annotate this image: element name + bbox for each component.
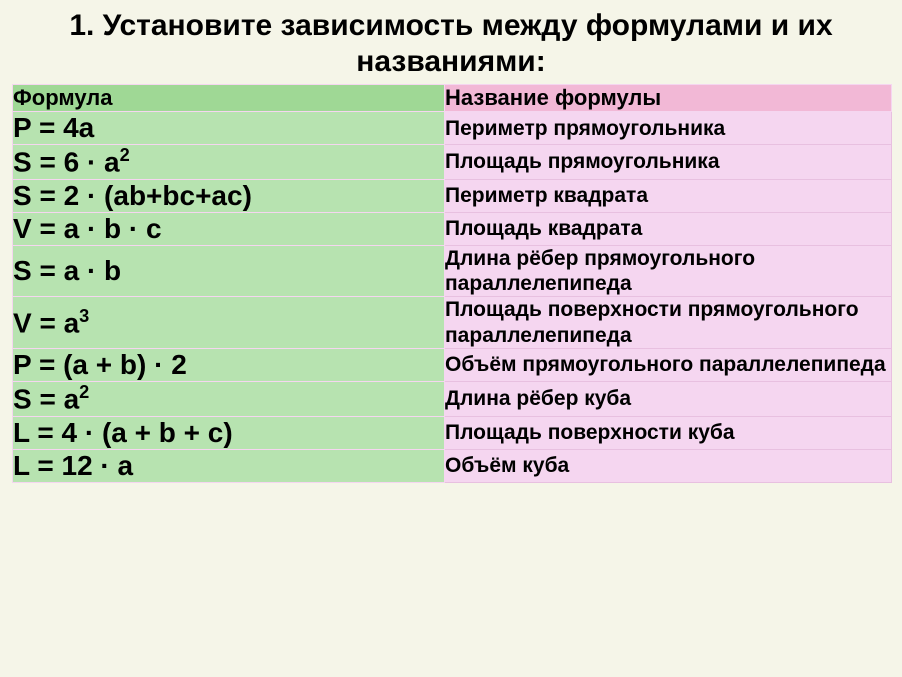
formula-cell: L = 4 · (a + b + c) [13, 416, 445, 449]
name-cell: Периметр квадрата [445, 179, 892, 212]
name-cell: Длина рёбер куба [445, 382, 892, 417]
name-cell: Площадь поверхности прямоугольного парал… [445, 297, 892, 348]
table-row: V = a · b · cПлощадь квадрата [13, 212, 892, 245]
table-row: P = (a + b) · 2Объём прямоугольного пара… [13, 348, 892, 381]
header-name: Название формулы [445, 85, 892, 112]
formula-cell: S = a · b [13, 246, 445, 297]
name-cell: Объём куба [445, 449, 892, 482]
header-formula: Формула [13, 85, 445, 112]
formula-cell: S = 2 · (ab+bc+ac) [13, 179, 445, 212]
formula-cell: S = 6 · a2 [13, 145, 445, 180]
table-row: S = 2 · (ab+bc+ac)Периметр квадрата [13, 179, 892, 212]
name-cell: Площадь прямоугольника [445, 145, 892, 180]
page-title: 1. Установите зависимость между формулам… [0, 0, 902, 84]
table-header-row: Формула Название формулы [13, 85, 892, 112]
name-cell: Площадь квадрата [445, 212, 892, 245]
table-row: L = 4 · (a + b + c)Площадь поверхности к… [13, 416, 892, 449]
name-cell: Объём прямоугольного параллелепипеда [445, 348, 892, 381]
formula-table: Формула Название формулы P = 4aПериметр … [12, 84, 892, 483]
table-row: S = 6 · a2Площадь прямоугольника [13, 145, 892, 180]
table-row: L = 12 · aОбъём куба [13, 449, 892, 482]
name-cell: Площадь поверхности куба [445, 416, 892, 449]
formula-cell: V = a · b · c [13, 212, 445, 245]
formula-cell: P = 4a [13, 112, 445, 145]
formula-cell: L = 12 · a [13, 449, 445, 482]
formula-cell: V = a3 [13, 297, 445, 348]
name-cell: Периметр прямоугольника [445, 112, 892, 145]
formula-cell: P = (a + b) · 2 [13, 348, 445, 381]
name-cell: Длина рёбер прямоугольного параллелепипе… [445, 246, 892, 297]
table-row: S = a · bДлина рёбер прямоугольного пара… [13, 246, 892, 297]
formula-cell: S = a2 [13, 382, 445, 417]
table-row: P = 4aПериметр прямоугольника [13, 112, 892, 145]
table-row: V = a3Площадь поверхности прямоугольного… [13, 297, 892, 348]
table-row: S = a2Длина рёбер куба [13, 382, 892, 417]
